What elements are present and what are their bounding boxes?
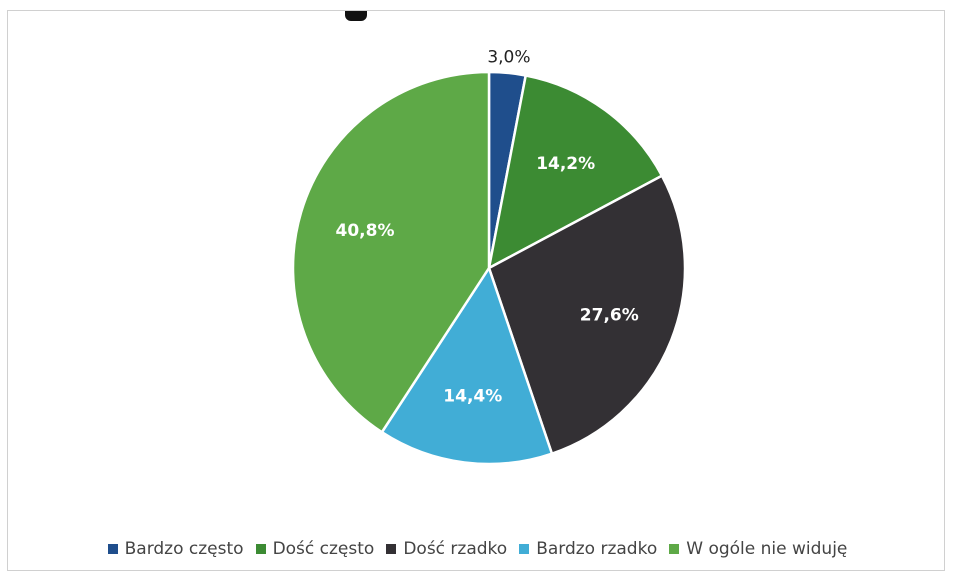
legend-item-1: Bardzo często: [107, 539, 244, 559]
legend: Bardzo często Dość często Dość rzadko Bardz…: [0, 537, 955, 561]
pie-slice-2: [487, 74, 664, 270]
legend-label-5: W ogóle nie widuję: [686, 539, 848, 559]
legend-item-4: Bardzo rzadko: [519, 539, 657, 559]
legend-swatch-4: [519, 544, 530, 554]
legend-swatch-2: [255, 544, 266, 554]
pie-slice-3: [487, 174, 687, 455]
legend-label-3: Dość rzadko: [403, 539, 508, 559]
legend-item-3: Dość rzadko: [386, 539, 507, 559]
slice-label-1: 3,0%: [487, 47, 530, 67]
legend-swatch-3: [386, 544, 397, 554]
legend-item-5: W ogóle nie widuję: [669, 539, 847, 559]
legend-label-1: Bardzo często: [124, 539, 244, 559]
legend-label-4: Bardzo rzadko: [536, 539, 658, 559]
clipped-title-fragment: [213, 0, 373, 21]
slice-label-4: 14,4%: [443, 386, 502, 406]
slice-label-5: 40,8%: [336, 221, 395, 241]
legend-swatch-1: [107, 544, 118, 554]
legend-label-2: Dość często: [272, 539, 375, 559]
legend-item-2: Dość często: [255, 539, 375, 559]
slice-label-3: 27,6%: [580, 306, 639, 326]
slice-label-2: 14,2%: [536, 154, 595, 174]
pie-slice-5: [291, 70, 491, 434]
pie-slice-4: [380, 266, 554, 466]
legend-swatch-5: [669, 544, 680, 554]
